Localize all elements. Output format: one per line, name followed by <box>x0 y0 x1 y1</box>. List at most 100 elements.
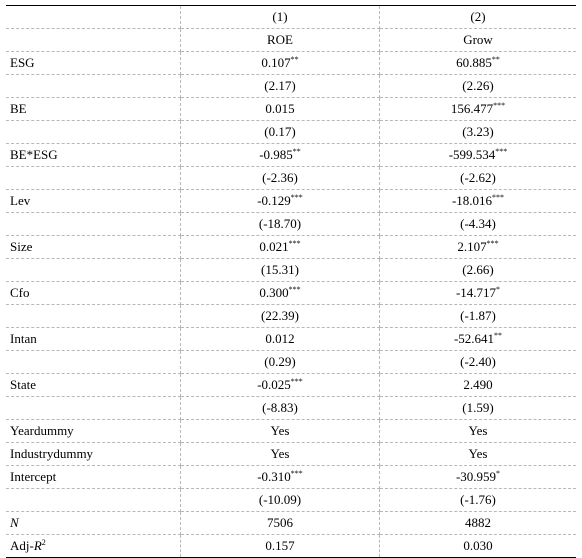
significance-stars: * <box>496 285 501 294</box>
cell-value: (-2.62) <box>460 170 496 185</box>
row-label <box>6 396 181 420</box>
header-row-names: ROE Grow <box>6 28 576 52</box>
observations-col1: 7506 <box>180 511 380 535</box>
significance-stars: * <box>496 469 501 478</box>
cell-value: (0.17) <box>264 124 296 139</box>
adj-r2-col1: 0.157 <box>180 534 380 558</box>
cell-col2: (2.66) <box>379 258 576 282</box>
cell-col1: Yes <box>180 419 380 443</box>
cell-value: 2.107 <box>457 239 487 254</box>
row-label <box>6 120 181 144</box>
row-label: Cfo <box>6 281 181 305</box>
cell-col1: 0.021*** <box>180 235 380 259</box>
cell-value: -599.534 <box>448 147 496 162</box>
cell-value: -0.985 <box>259 147 293 162</box>
cell-value: Yes <box>468 446 488 461</box>
cell-col2: 60.885** <box>379 51 576 75</box>
cell-col1: Yes <box>180 442 380 466</box>
cell-col1: 0.300*** <box>180 281 380 305</box>
cell-col2: -18.016*** <box>379 189 576 213</box>
cell-value: 60.885 <box>456 55 492 70</box>
row-label: ESG <box>6 51 181 75</box>
cell-col2: 2.107*** <box>379 235 576 259</box>
cell-col2: (2.26) <box>379 74 576 98</box>
table-footer: N 7506 4882 Adj-R2 0.157 0.030 <box>6 511 576 558</box>
cell-value: -0.025 <box>257 377 291 392</box>
row-label: BE <box>6 97 181 121</box>
observations-row: N 7506 4882 <box>6 511 576 535</box>
row-label: BE*ESG <box>6 143 181 167</box>
cell-col2: -30.959* <box>379 465 576 489</box>
cell-col1: (0.17) <box>180 120 380 144</box>
column-number-1: (1) <box>180 5 380 29</box>
header-row-numbers: (1) (2) <box>6 5 576 29</box>
cell-col1: (-10.09) <box>180 488 380 512</box>
significance-stars: *** <box>486 239 499 248</box>
cell-value: 156.477 <box>450 101 494 116</box>
significance-stars: *** <box>290 469 303 478</box>
cell-value: (-4.34) <box>460 216 496 231</box>
coefficient-row: Yeardummy Yes Yes <box>6 419 576 443</box>
row-label <box>6 166 181 190</box>
cell-value: 0.300 <box>259 285 289 300</box>
cell-col1: 0.012 <box>180 327 380 351</box>
cell-col2: (-2.62) <box>379 166 576 190</box>
column-number-2: (2) <box>379 5 576 29</box>
cell-value: (-2.40) <box>460 354 496 369</box>
cell-value: Yes <box>468 423 488 438</box>
cell-value: -30.959 <box>455 469 497 484</box>
significance-stars: *** <box>492 193 505 202</box>
cell-col2: Yes <box>379 419 576 443</box>
cell-col2: (-2.40) <box>379 350 576 374</box>
observations-label: N <box>6 511 181 535</box>
cell-value: 0.021 <box>259 239 289 254</box>
header-label-cell <box>6 28 181 52</box>
row-label <box>6 304 181 328</box>
cell-col2: 156.477*** <box>379 97 576 121</box>
coefficient-row: Size 0.021*** 2.107*** <box>6 235 576 259</box>
adj-r2-col2: 0.030 <box>379 534 576 558</box>
header-label-cell <box>6 5 181 29</box>
cell-col2: (3.23) <box>379 120 576 144</box>
cell-col1: -0.985** <box>180 143 380 167</box>
cell-value: Yes <box>270 423 290 438</box>
row-label <box>6 350 181 374</box>
adj-r2-superscript: 2 <box>41 538 46 547</box>
significance-stars: ** <box>491 55 500 64</box>
cell-value: (-1.76) <box>460 492 496 507</box>
row-label: Industrydummy <box>6 442 181 466</box>
significance-stars: ** <box>494 331 503 340</box>
cell-value: (22.39) <box>261 308 299 323</box>
significance-stars: *** <box>288 285 301 294</box>
cell-col2: -52.641** <box>379 327 576 351</box>
cell-value: -0.129 <box>257 193 291 208</box>
significance-stars: *** <box>290 377 303 386</box>
coefficient-row: Cfo 0.300*** -14.717* <box>6 281 576 305</box>
cell-col2: (1.59) <box>379 396 576 420</box>
tstat-row: (2.17) (2.26) <box>6 74 576 98</box>
cell-col2: (-1.87) <box>379 304 576 328</box>
row-label <box>6 258 181 282</box>
row-label: Yeardummy <box>6 419 181 443</box>
row-label <box>6 212 181 236</box>
row-label: Intercept <box>6 465 181 489</box>
tstat-row: (0.29) (-2.40) <box>6 350 576 374</box>
cell-value: (-8.83) <box>262 400 298 415</box>
cell-value: Yes <box>270 446 290 461</box>
cell-col1: 0.015 <box>180 97 380 121</box>
column-name-2: Grow <box>379 28 576 52</box>
regression-table: (1) (2) ROE Grow ESG 0.107** 60.885** (2.17… <box>6 5 576 558</box>
cell-value: (-1.87) <box>460 308 496 323</box>
cell-value: (2.66) <box>462 262 494 277</box>
adj-r2-var: R <box>33 538 42 553</box>
cell-value: (-10.09) <box>258 492 302 507</box>
row-label <box>6 488 181 512</box>
cell-col1: (2.17) <box>180 74 380 98</box>
coefficient-row: Lev -0.129*** -18.016*** <box>6 189 576 213</box>
table-body: (1) (2) ROE Grow ESG 0.107** 60.885** (2.17… <box>6 5 576 512</box>
significance-stars: *** <box>290 193 303 202</box>
tstat-row: (-10.09) (-1.76) <box>6 488 576 512</box>
cell-value: -0.310 <box>257 469 291 484</box>
cell-col2: Yes <box>379 442 576 466</box>
cell-value: (-18.70) <box>258 216 302 231</box>
